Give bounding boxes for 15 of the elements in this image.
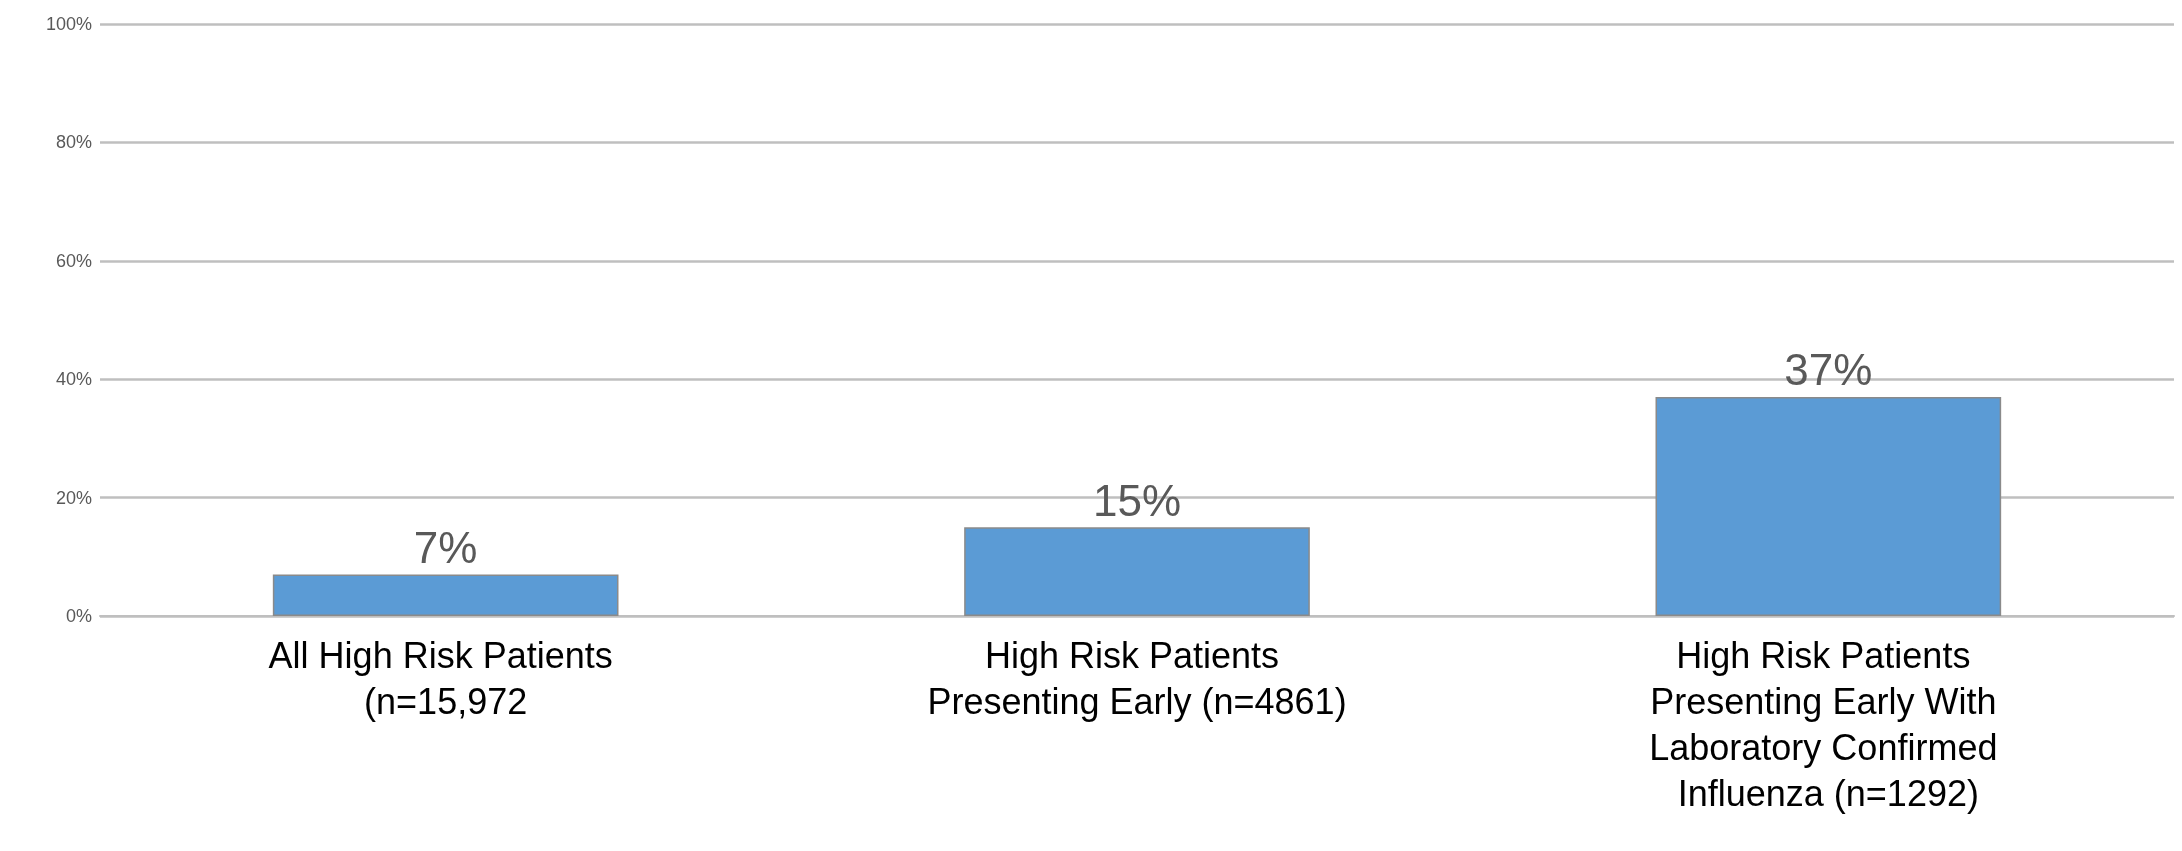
y-tick-label: 100% [45, 14, 92, 34]
data-label: 37% [1784, 345, 1873, 395]
x-tick-label: All High Risk Patients (n=15,972 [268, 634, 623, 722]
data-label: 7% [413, 523, 478, 573]
y-tick-label: 20% [55, 487, 92, 508]
bar [1655, 396, 2002, 616]
data-label: 15% [1092, 475, 1182, 525]
y-tick-label: 40% [55, 369, 92, 390]
y-tick-label: 80% [55, 132, 92, 153]
x-tick-label: High Risk Patients Presenting Early With Laboratory Confirmed Influenza (n=1292) [1649, 634, 2008, 814]
y-tick-label: 60% [55, 250, 92, 271]
bar [964, 527, 1310, 616]
y-tick-label: 0% [65, 606, 92, 626]
x-tick-label: High Risk Patients Presenting Early (n=4861) [927, 634, 1347, 722]
bar [272, 574, 619, 616]
